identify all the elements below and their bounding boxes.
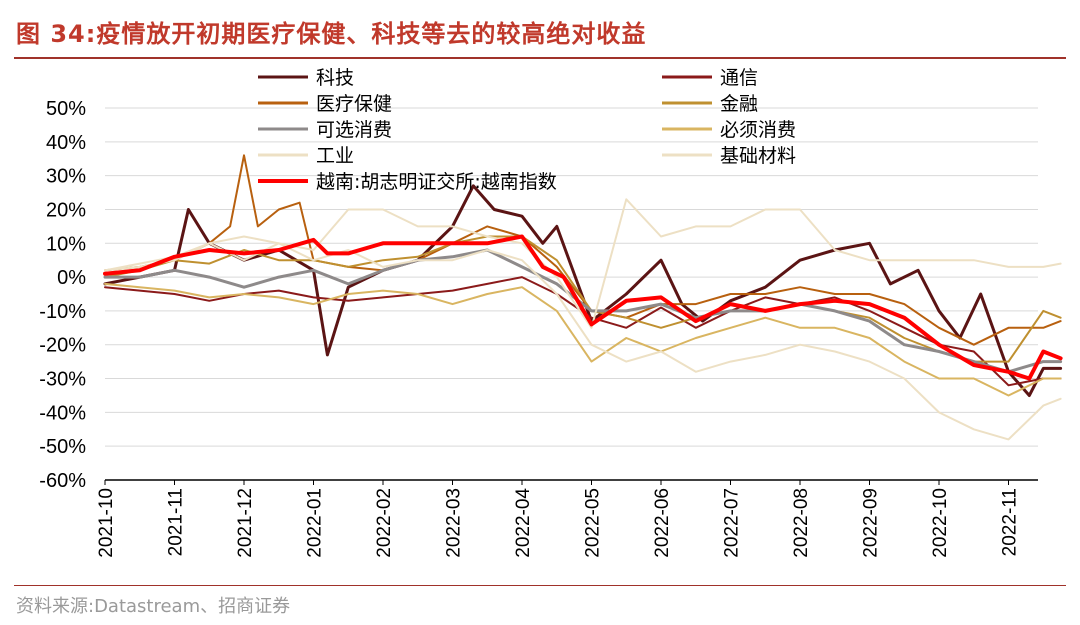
y-tick-label: 50% [46,98,86,120]
legend-label: 医疗保健 [316,93,392,115]
y-tick-label: 30% [46,166,86,188]
series-line [103,184,1063,397]
y-tick-label: 0% [57,267,86,289]
series-lines [103,154,1063,441]
legend-label: 通信 [720,67,758,89]
title-rule [14,57,1066,59]
x-tick-label: 2021-12 [235,488,256,558]
series-line [104,282,1062,397]
legend-label: 工业 [316,145,354,167]
x-tick-label: 2022-08 [791,488,812,558]
bottom-rule [14,585,1066,586]
x-tick-label: 2021-11 [166,488,187,556]
line-chart: 50% 40% 30% 20% 10% 0% -10% -20% -30% -40% -50% -60… [39,67,1063,558]
y-tick-label: -20% [39,335,86,357]
legend-label: 可选消费 [316,119,392,141]
x-tick-label: 2022-04 [513,488,534,558]
series-line [103,234,1063,381]
gridlines [105,107,1038,447]
x-tick-label: 2021-10 [96,488,117,558]
legend-label: 科技 [316,67,354,89]
legend-label: 基础材料 [720,145,796,167]
y-tick-label: -50% [39,436,86,458]
series-line [104,235,1062,363]
figure-title: 图 34:疫情放开初期医疗保健、科技等去的较高绝对收益 [16,20,647,48]
x-tick-label: 2022-06 [652,488,673,558]
y-tick-label: 10% [46,233,86,255]
y-axis-ticks: 50% 40% 30% 20% 10% 0% -10% -20% -30% -40% -50% -60… [39,98,86,492]
x-tick-label: 2022-09 [861,488,882,558]
source-note: 资料来源:Datastream、招商证券 [16,596,291,617]
series-line [104,198,1062,329]
series-line [104,276,1062,387]
x-tick-label: 2022-03 [444,488,465,558]
x-tick-label: 2022-05 [583,488,604,558]
x-axis: 2021-10 2021-11 2021-12 2022-01 2022-02 2022-… [96,479,1038,558]
y-tick-label: 40% [46,132,86,154]
legend-label: 越南:胡志明证交所:越南指数 [316,171,557,193]
x-tick-label: 2022-02 [374,488,395,558]
x-tick-label: 2022-11 [1000,488,1021,556]
legend-label: 金融 [720,93,758,115]
x-tick-label: 2022-01 [305,488,326,558]
series-line [104,154,1062,346]
x-tick-label: 2022-10 [930,488,951,558]
y-tick-label: -60% [39,470,86,492]
x-tick-label: 2022-07 [722,488,743,558]
series-line [103,248,1063,374]
series-line [104,242,1062,441]
y-tick-label: 20% [46,199,86,221]
legend-label: 必须消费 [720,119,796,141]
y-tick-label: -10% [39,301,86,323]
y-tick-label: -40% [39,402,86,424]
y-tick-label: -30% [39,369,86,391]
